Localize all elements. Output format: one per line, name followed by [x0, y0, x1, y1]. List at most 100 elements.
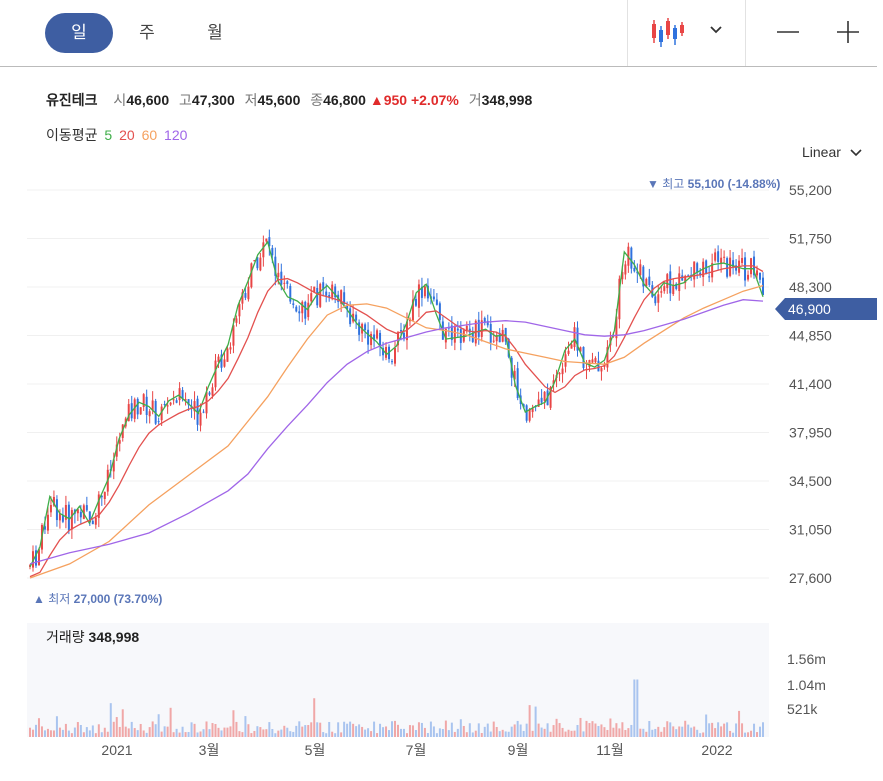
volume-bar	[133, 728, 136, 737]
volume-bar	[462, 725, 465, 737]
volume-bar	[570, 730, 573, 737]
candle-body	[510, 357, 513, 378]
close-value: 46,800	[323, 92, 366, 108]
ma-5-label[interactable]: 5	[104, 127, 113, 143]
candle-body	[591, 359, 594, 363]
candle-body	[91, 520, 94, 525]
candle-body	[429, 296, 432, 299]
candle-body	[396, 332, 399, 346]
volume-bar	[465, 732, 468, 737]
candle-body	[34, 550, 37, 566]
candle-body	[480, 320, 483, 337]
moving-average-lines	[29, 240, 764, 579]
candle-body	[268, 237, 271, 247]
volume-bar	[250, 733, 253, 737]
volume-bar	[349, 721, 352, 737]
scale-selector[interactable]: Linear	[802, 144, 864, 160]
volume-bar	[585, 720, 588, 737]
candle-body	[708, 276, 711, 278]
candle-body	[148, 411, 151, 417]
volume-bar	[495, 726, 498, 737]
volume-bar	[657, 726, 660, 737]
candle-body	[349, 308, 352, 325]
candle-body	[250, 263, 253, 288]
volume-bar	[127, 728, 130, 737]
candle-body	[259, 257, 262, 271]
candle-body	[693, 261, 696, 280]
candle-body	[468, 328, 471, 333]
candle-body	[340, 290, 343, 304]
ma-60-label[interactable]: 60	[141, 127, 158, 143]
chevron-down-icon[interactable]	[706, 20, 726, 40]
volume-bar	[399, 728, 402, 737]
candle-body	[385, 347, 388, 358]
tab-daily[interactable]: 일	[45, 13, 113, 53]
candle-body	[172, 399, 175, 401]
volume-bar	[343, 721, 346, 737]
candle-body	[603, 365, 606, 367]
candle-body	[531, 408, 534, 413]
candle-body	[537, 399, 540, 407]
volume-bar	[678, 726, 681, 737]
volume-bar	[166, 726, 169, 737]
chart-toolbar: 일 주 월	[0, 0, 877, 67]
candle-body	[304, 301, 307, 319]
x-tick-label: 7월	[406, 742, 427, 758]
candle-body	[199, 412, 202, 426]
candlestick-icon[interactable]	[650, 17, 686, 49]
tab-monthly[interactable]: 월	[207, 23, 223, 42]
volume-bar	[717, 722, 720, 737]
volume-bar	[750, 730, 753, 737]
candle-body	[690, 274, 693, 277]
candle-body	[115, 444, 118, 457]
candle-body	[438, 303, 441, 320]
candle-body	[118, 440, 121, 444]
volume-bar	[606, 729, 609, 737]
volume-bar	[103, 727, 106, 737]
candle-body	[88, 511, 91, 523]
candle-body	[187, 399, 190, 405]
volume-bar	[181, 726, 184, 737]
zoom-out-button[interactable]	[776, 20, 800, 44]
volume-bar	[432, 726, 435, 737]
candle-body	[501, 329, 504, 342]
volume-bar	[642, 728, 645, 737]
candle-body	[127, 404, 130, 422]
candle-body	[292, 303, 295, 305]
volume-bar	[639, 728, 642, 737]
candle-body	[576, 327, 579, 351]
candle-body	[696, 263, 699, 273]
candle-body	[498, 332, 501, 343]
volume-bar	[630, 724, 633, 737]
candle-body	[226, 348, 229, 362]
volume-bar	[280, 729, 283, 737]
volume-bar	[283, 725, 286, 737]
x-tick-label: 9월	[508, 742, 529, 758]
ma-20-label[interactable]: 20	[119, 127, 135, 143]
y-tick-label: 37,950	[789, 425, 832, 441]
candle-body	[573, 327, 576, 348]
y-tick-label: 27,600	[789, 570, 832, 586]
candle-body	[352, 313, 355, 322]
candle-body	[570, 344, 573, 349]
candle-body	[432, 296, 435, 300]
volume-bar	[726, 722, 729, 737]
candle-body	[744, 257, 747, 281]
candle-body	[612, 335, 615, 337]
volume-bar	[277, 730, 280, 737]
divider	[627, 0, 628, 66]
volume-bar	[501, 729, 504, 737]
ma-120-label[interactable]: 120	[164, 127, 188, 143]
volume-bar	[319, 722, 322, 737]
volume-bar	[391, 721, 394, 737]
volume-bar	[654, 728, 657, 737]
tab-weekly[interactable]: 주	[139, 23, 155, 42]
candle-body	[609, 337, 612, 346]
candle-body	[615, 316, 618, 339]
candle-body	[106, 469, 109, 492]
candle-body	[747, 274, 750, 280]
candle-body	[58, 513, 61, 521]
candle-body	[444, 328, 447, 343]
volume-label: 거	[468, 92, 482, 108]
zoom-in-button[interactable]	[836, 20, 860, 44]
